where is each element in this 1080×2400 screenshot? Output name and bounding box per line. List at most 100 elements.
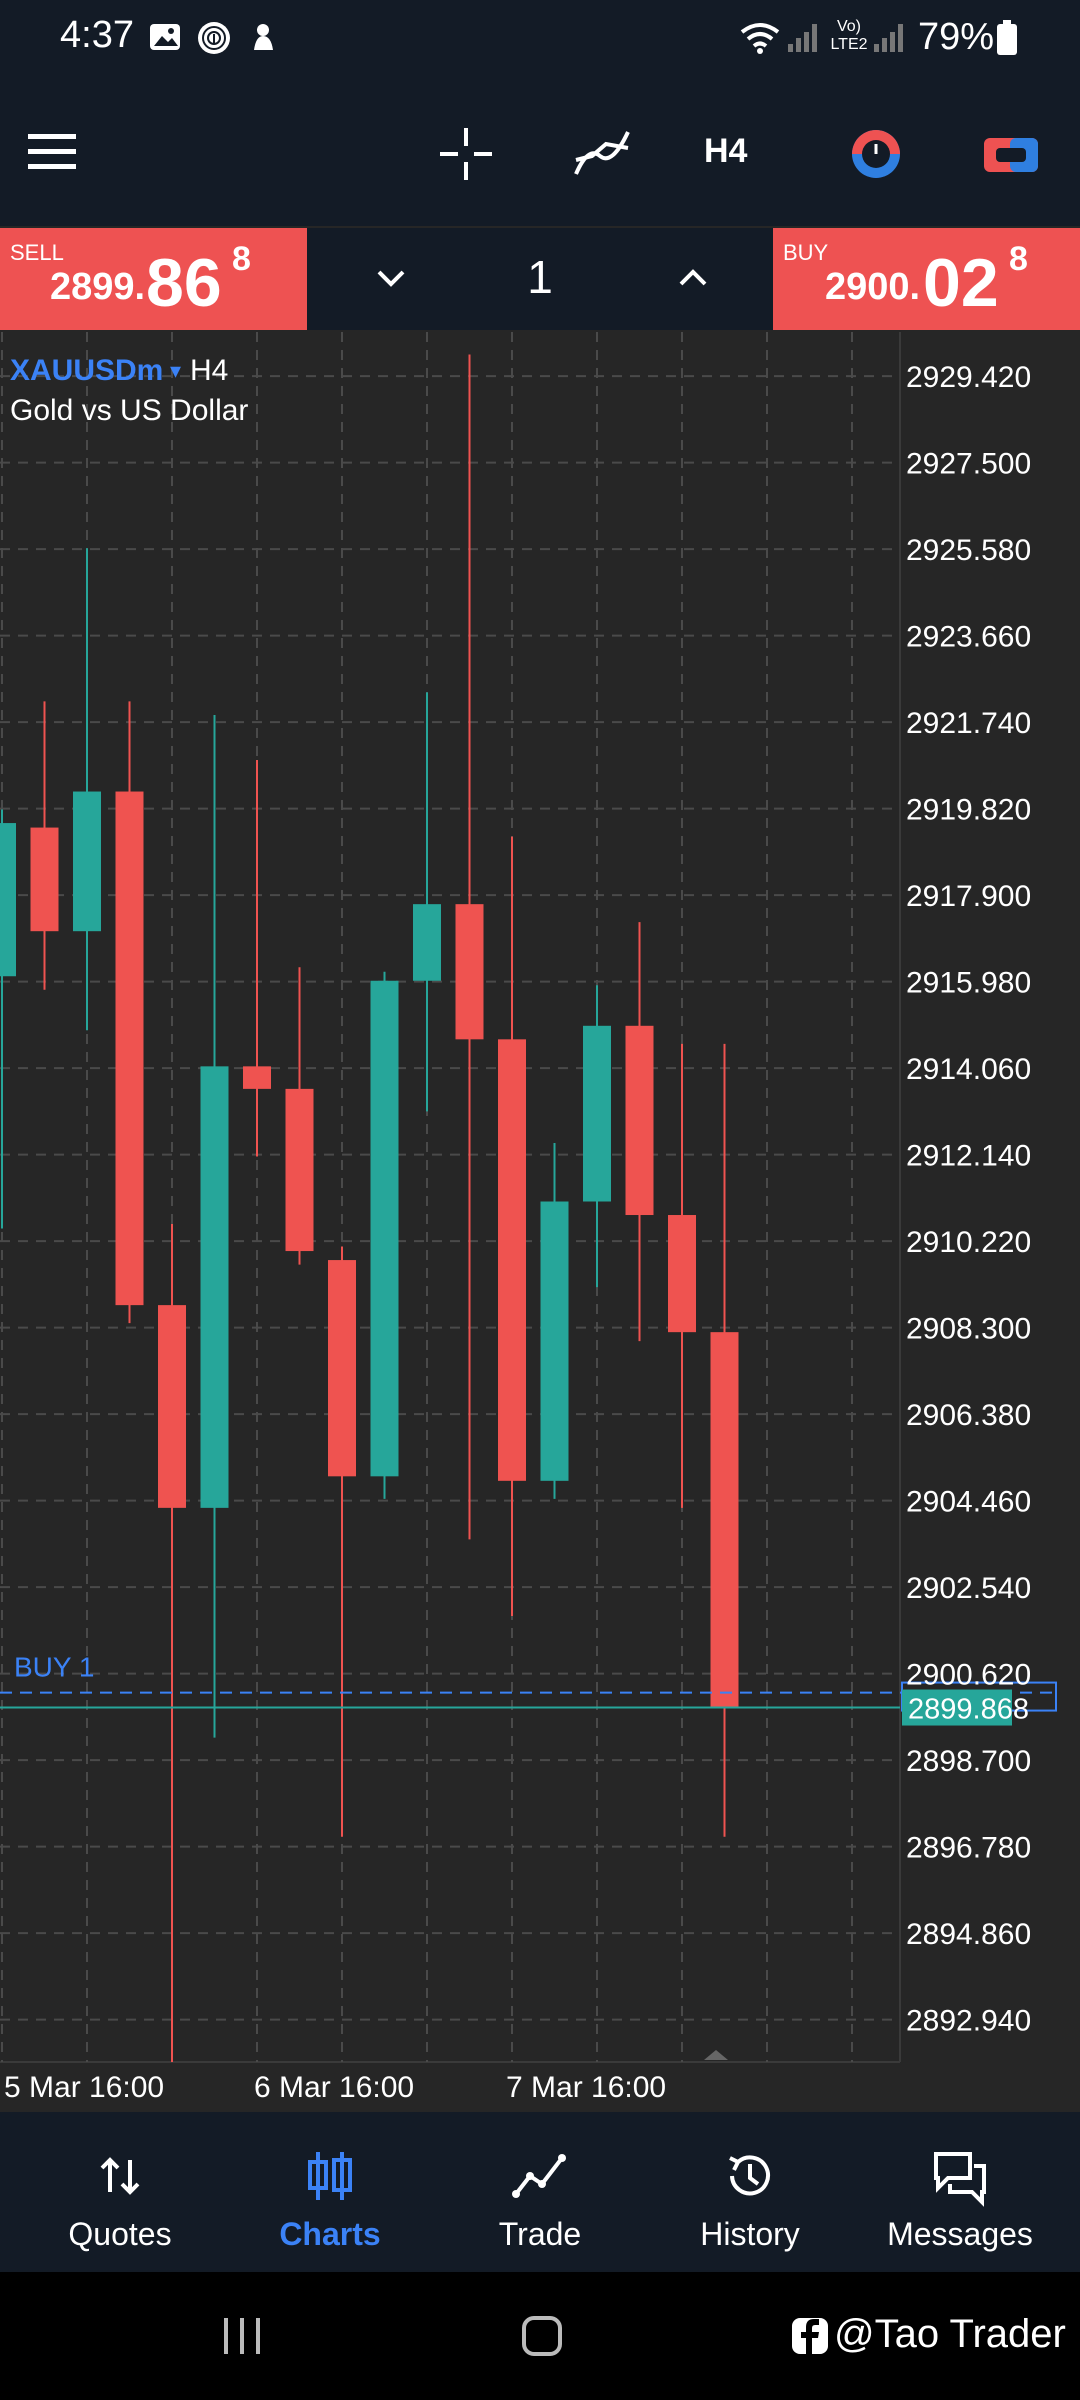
nav-charts[interactable]: Charts <box>230 2112 430 2272</box>
messages-icon <box>934 2152 986 2207</box>
nav-messages[interactable]: Messages <box>860 2112 1060 2272</box>
nav-history-label: History <box>700 2216 800 2252</box>
candle-body <box>243 1066 271 1089</box>
current-price-badge <box>902 1689 1012 1726</box>
candle-body <box>73 791 101 932</box>
candle-body <box>0 823 16 977</box>
price-tick-label: 2929.420 <box>906 361 1031 394</box>
symbol-caret-icon[interactable]: ▾ <box>170 358 182 383</box>
price-tick-label: 2927.500 <box>906 448 1031 481</box>
time-axis: 5 Mar 16:00 6 Mar 16:00 7 Mar 16:00 <box>4 2050 728 2104</box>
candle-body <box>498 1039 526 1481</box>
price-tick-label: 2914.060 <box>906 1053 1031 1086</box>
price-tick-label: 2919.820 <box>906 794 1031 827</box>
time-tick-label: 5 Mar 16:00 <box>4 2071 164 2104</box>
candle-body <box>115 791 144 1306</box>
watermark: @Tao Trader <box>834 2312 1066 2356</box>
nav-history[interactable]: History <box>650 2112 850 2272</box>
lot-decrease-button[interactable] <box>371 258 411 298</box>
time-tick-label: 7 Mar 16:00 <box>506 2071 666 2104</box>
price-tick-label: 2910.220 <box>906 1226 1031 1259</box>
price-tick-label: 2923.660 <box>906 621 1031 654</box>
system-navigation-bar <box>0 2272 1080 2400</box>
lot-value[interactable]: 1 <box>527 251 553 303</box>
candle-body <box>540 1201 569 1481</box>
price-tick-label: 2921.740 <box>906 707 1031 740</box>
buy-price-small: 2900. <box>825 266 921 308</box>
position-label: BUY 1 <box>14 1652 94 1683</box>
lot-selector: 1 <box>307 228 773 330</box>
price-tick-label: 2912.140 <box>906 1140 1031 1173</box>
recent-apps-icon[interactable] <box>218 2316 268 2356</box>
timeframe-button[interactable]: H4 <box>704 132 748 170</box>
buy-price-sup: 8 <box>1009 240 1028 278</box>
facebook-icon <box>792 2316 828 2356</box>
crosshair-icon[interactable] <box>438 126 494 182</box>
signal-icon-2 <box>872 20 910 54</box>
sell-price-small: 2899. <box>50 266 146 308</box>
nav-messages-label: Messages <box>887 2216 1033 2252</box>
candle-body <box>328 1260 356 1477</box>
gallery-icon <box>148 20 182 54</box>
battery-icon <box>996 20 1018 55</box>
candle-body <box>710 1332 739 1708</box>
lot-increase-button[interactable] <box>673 258 713 298</box>
candle-body <box>370 980 399 1477</box>
symbol-name[interactable]: XAUUSDm <box>10 354 164 387</box>
chart-overlays: BUY 1 2899.868 <box>0 1652 1057 1726</box>
price-tick-label: 2908.300 <box>906 1313 1031 1346</box>
home-icon[interactable] <box>520 2314 564 2358</box>
candle-body <box>413 904 441 981</box>
nav-trade-label: Trade <box>498 2216 582 2252</box>
nav-charts-label: Charts <box>279 2216 381 2252</box>
history-icon <box>729 2155 770 2196</box>
current-price-label: 2899.868 <box>908 1694 1029 1726</box>
indicators-icon[interactable] <box>572 126 632 182</box>
nav-quotes-label: Quotes <box>68 2216 172 2252</box>
candle-body <box>285 1088 314 1252</box>
sell-label: SELL <box>10 240 64 265</box>
candle-body <box>668 1215 696 1333</box>
candles <box>0 354 739 2062</box>
price-tick-label: 2904.460 <box>906 1486 1031 1519</box>
price-tick-label: 2915.980 <box>906 967 1031 1000</box>
fingerprint-icon <box>196 20 230 54</box>
candle-body <box>30 827 59 932</box>
price-tick-label: 2902.540 <box>906 1572 1031 1605</box>
trade-icon <box>512 2154 566 2198</box>
buy-button[interactable]: BUY 2900. 02 8 <box>773 228 1080 330</box>
battery-percent: 79% <box>918 16 995 58</box>
buy-price-big: 02 <box>923 245 999 321</box>
buy-label: BUY <box>783 240 829 265</box>
chart-timeframe: H4 <box>190 354 229 387</box>
candle-body <box>158 1305 186 1508</box>
sell-price-big: 86 <box>146 245 222 321</box>
clock-icon[interactable] <box>848 126 904 182</box>
time-tick-label: 6 Mar 16:00 <box>254 2071 414 2104</box>
price-tick-label: 2900.620 <box>906 1659 1031 1692</box>
chart-toolbar <box>0 78 1080 226</box>
symbol-description: Gold vs US Dollar <box>10 394 249 427</box>
scroll-end-marker <box>704 2050 728 2060</box>
price-axis: 2929.420 2927.500 2925.580 2923.660 2921.740… <box>906 361 1031 2038</box>
candle-body <box>625 1025 654 1216</box>
menu-icon[interactable] <box>28 132 78 172</box>
signal-icon <box>786 20 824 54</box>
app-notification-icon <box>246 20 280 54</box>
sell-price-sup: 8 <box>232 240 251 278</box>
price-tick-label: 2892.940 <box>906 2005 1031 2038</box>
sell-button[interactable]: SELL 2899. 86 8 <box>0 228 307 330</box>
price-tick-label: 2894.860 <box>906 1918 1031 1951</box>
chart-type-icon[interactable] <box>982 132 1040 176</box>
price-tick-label: 2925.580 <box>906 534 1031 567</box>
candle-body <box>200 1066 229 1508</box>
price-tick-label: 2896.780 <box>906 1832 1031 1865</box>
price-tick-label: 2906.380 <box>906 1399 1031 1432</box>
wifi-icon <box>738 20 782 54</box>
price-tick-label: 2917.900 <box>906 880 1031 913</box>
candle-body <box>583 1025 611 1202</box>
nav-trade[interactable]: Trade <box>440 2112 640 2272</box>
nav-quotes[interactable]: Quotes <box>20 2112 220 2272</box>
network-type: Vo) LTE2 <box>830 18 868 53</box>
